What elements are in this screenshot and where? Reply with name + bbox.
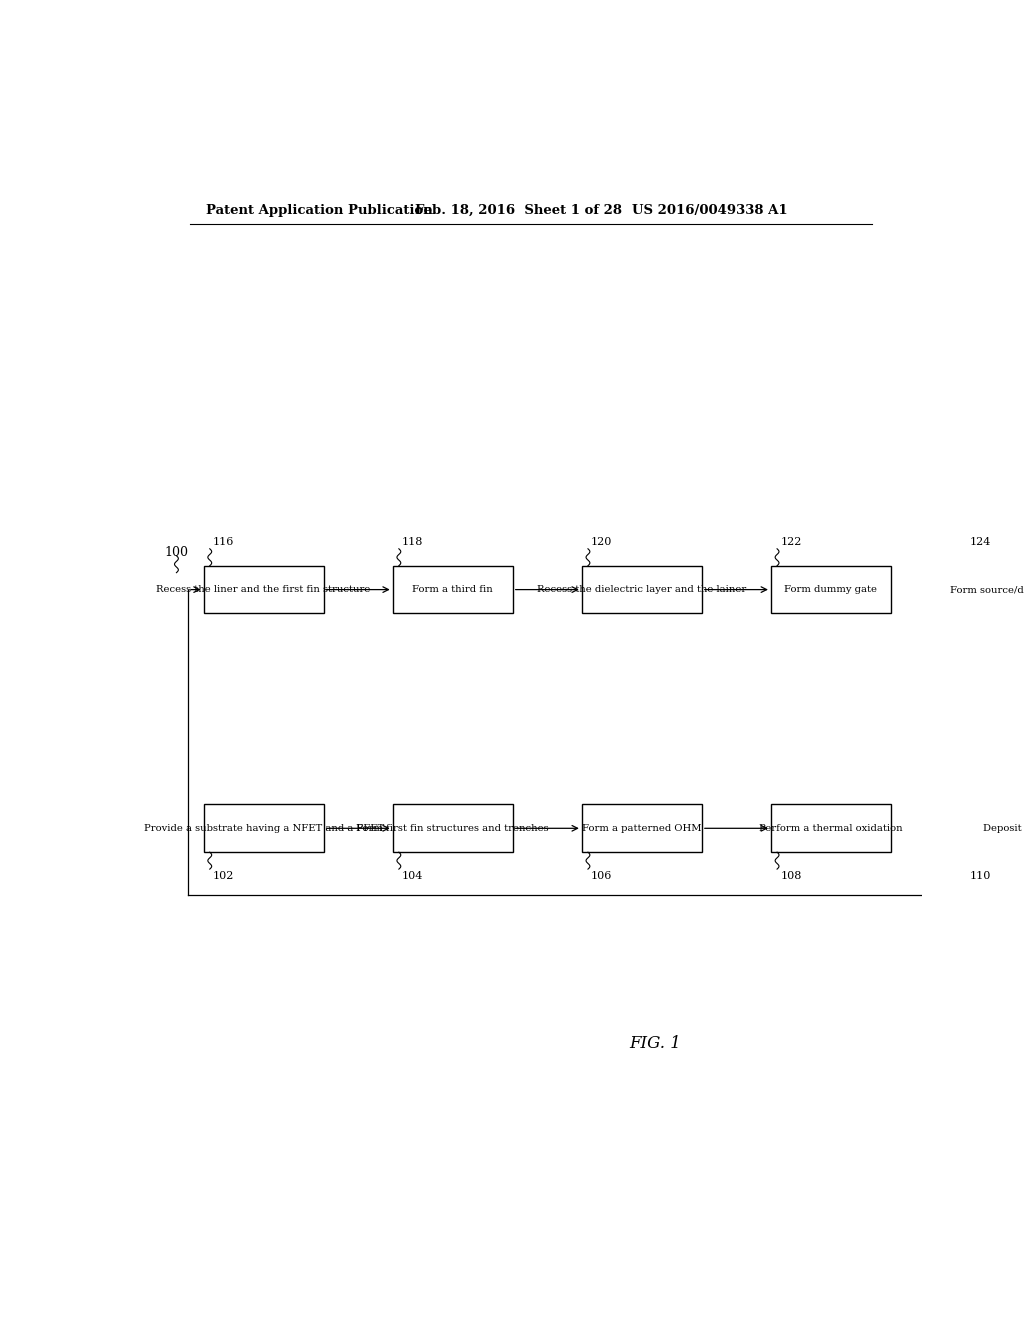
Text: 110: 110 — [970, 871, 990, 880]
Bar — [582, 804, 701, 853]
Text: Provide a substrate having a NFET and a PFET: Provide a substrate having a NFET and a … — [143, 824, 384, 833]
Text: 104: 104 — [402, 871, 423, 880]
Text: Form source/drain features: Form source/drain features — [950, 585, 1024, 594]
Bar — [204, 804, 324, 853]
Text: Deposit a liner: Deposit a liner — [983, 824, 1024, 833]
Text: Form first fin structures and trenches: Form first fin structures and trenches — [356, 824, 549, 833]
Text: Perform a thermal oxidation: Perform a thermal oxidation — [759, 824, 903, 833]
Text: 100: 100 — [165, 546, 188, 560]
Text: Form a third fin: Form a third fin — [413, 585, 494, 594]
Bar — [771, 804, 891, 853]
Text: Patent Application Publication: Patent Application Publication — [206, 205, 432, 218]
Text: Recess the liner and the first fin structure: Recess the liner and the first fin struc… — [157, 585, 371, 594]
Text: FIG. 1: FIG. 1 — [629, 1035, 681, 1052]
Text: 108: 108 — [780, 871, 802, 880]
Bar — [392, 566, 513, 614]
Text: 118: 118 — [402, 537, 423, 548]
Text: 106: 106 — [591, 871, 612, 880]
Bar — [959, 804, 1024, 853]
Text: 124: 124 — [970, 537, 990, 548]
Bar — [582, 566, 701, 614]
Text: Feb. 18, 2016  Sheet 1 of 28: Feb. 18, 2016 Sheet 1 of 28 — [415, 205, 622, 218]
Text: 122: 122 — [780, 537, 802, 548]
Text: Recess the dielectric layer and the lainer: Recess the dielectric layer and the lain… — [538, 585, 746, 594]
Bar — [959, 566, 1024, 614]
Bar — [392, 804, 513, 853]
Bar — [771, 566, 891, 614]
Bar — [204, 566, 324, 614]
Text: 120: 120 — [591, 537, 612, 548]
Text: US 2016/0049338 A1: US 2016/0049338 A1 — [632, 205, 787, 218]
Text: 116: 116 — [213, 537, 234, 548]
Text: 102: 102 — [213, 871, 234, 880]
Text: Form dummy gate: Form dummy gate — [784, 585, 878, 594]
Text: Form a patterned OHM: Form a patterned OHM — [582, 824, 701, 833]
